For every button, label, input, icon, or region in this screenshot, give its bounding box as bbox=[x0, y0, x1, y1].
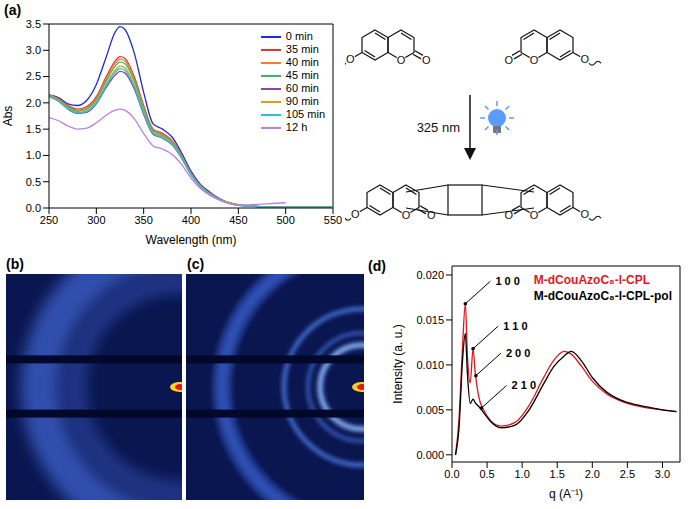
svg-text:3.0: 3.0 bbox=[655, 468, 670, 480]
html-text:(d): (d) bbox=[368, 258, 386, 274]
svg-text:250: 250 bbox=[40, 214, 58, 226]
svg-text:Intensity (a. u.): Intensity (a. u.) bbox=[392, 324, 405, 403]
svg-text:O: O bbox=[422, 54, 431, 66]
html-text:(a): (a) bbox=[4, 2, 22, 18]
html-text:35 min: 35 min bbox=[285, 43, 319, 55]
svg-text:q (A⁻¹): q (A⁻¹) bbox=[549, 487, 583, 501]
svg-text:O: O bbox=[402, 209, 411, 221]
html-text:90 min: 90 min bbox=[285, 95, 319, 107]
html-text:105 min: 105 min bbox=[285, 108, 325, 120]
svg-text:1.5: 1.5 bbox=[550, 468, 565, 480]
svg-text:O: O bbox=[397, 54, 406, 66]
svg-text:550: 550 bbox=[324, 214, 342, 226]
html-text:M-dCouAzoC₈-l-CPL: M-dCouAzoC₈-l-CPL bbox=[533, 273, 650, 287]
svg-text:3.0: 3.0 bbox=[26, 44, 41, 56]
svg-text:0.000: 0.000 bbox=[416, 449, 444, 461]
html-text:40 min: 40 min bbox=[285, 56, 319, 68]
svg-text:O: O bbox=[530, 209, 539, 221]
svg-text:O: O bbox=[504, 54, 513, 66]
svg-text:1 0 0: 1 0 0 bbox=[495, 275, 519, 287]
svg-text:350: 350 bbox=[134, 214, 152, 226]
html-text:45 min: 45 min bbox=[285, 69, 319, 81]
svg-text:3.5: 3.5 bbox=[26, 18, 41, 30]
svg-text:O: O bbox=[351, 208, 360, 220]
svg-text:Abs: Abs bbox=[1, 106, 15, 127]
svg-text:2 0 0: 2 0 0 bbox=[506, 347, 530, 359]
svg-text:O: O bbox=[346, 53, 355, 65]
html-text:M-dCouAzoC₈-l-CPL-pol: M-dCouAzoC₈-l-CPL-pol bbox=[533, 289, 672, 303]
svg-text:1.5: 1.5 bbox=[26, 123, 41, 135]
svg-text:1.0: 1.0 bbox=[26, 149, 41, 161]
svg-text:0.0: 0.0 bbox=[444, 468, 459, 480]
svg-text:2.0: 2.0 bbox=[585, 468, 600, 480]
svg-text:O: O bbox=[580, 53, 589, 65]
html-text:(c): (c) bbox=[187, 256, 205, 272]
svg-text:O: O bbox=[427, 209, 436, 221]
svg-text:0.5: 0.5 bbox=[479, 468, 494, 480]
svg-text:300: 300 bbox=[87, 214, 105, 226]
html-text:12 h: 12 h bbox=[285, 121, 308, 133]
svg-text:O: O bbox=[504, 208, 513, 221]
svg-text:325 nm: 325 nm bbox=[417, 120, 460, 135]
svg-text:400: 400 bbox=[182, 214, 200, 226]
svg-text:0.015: 0.015 bbox=[416, 314, 444, 326]
svg-text:Wavelength (nm): Wavelength (nm) bbox=[146, 233, 237, 247]
html-text:60 min: 60 min bbox=[285, 82, 319, 94]
svg-text:0.0: 0.0 bbox=[26, 202, 41, 214]
svg-text:0.005: 0.005 bbox=[416, 404, 444, 416]
svg-text:2.5: 2.5 bbox=[26, 70, 41, 82]
svg-text:2 1 0: 2 1 0 bbox=[512, 379, 536, 391]
svg-text:2.5: 2.5 bbox=[620, 468, 635, 480]
svg-text:500: 500 bbox=[276, 214, 294, 226]
svg-text:0.020: 0.020 bbox=[416, 269, 444, 281]
svg-text:1 1 0: 1 1 0 bbox=[503, 320, 527, 332]
svg-text:1.0: 1.0 bbox=[515, 468, 530, 480]
svg-text:0.5: 0.5 bbox=[26, 176, 41, 188]
svg-text:2.0: 2.0 bbox=[26, 97, 41, 109]
svg-text:O: O bbox=[530, 54, 539, 66]
svg-text:450: 450 bbox=[229, 214, 247, 226]
svg-text:0.010: 0.010 bbox=[416, 359, 444, 371]
svg-text:O: O bbox=[580, 208, 589, 220]
html-text:0 min: 0 min bbox=[285, 30, 313, 42]
html-text:(b): (b) bbox=[6, 256, 24, 272]
